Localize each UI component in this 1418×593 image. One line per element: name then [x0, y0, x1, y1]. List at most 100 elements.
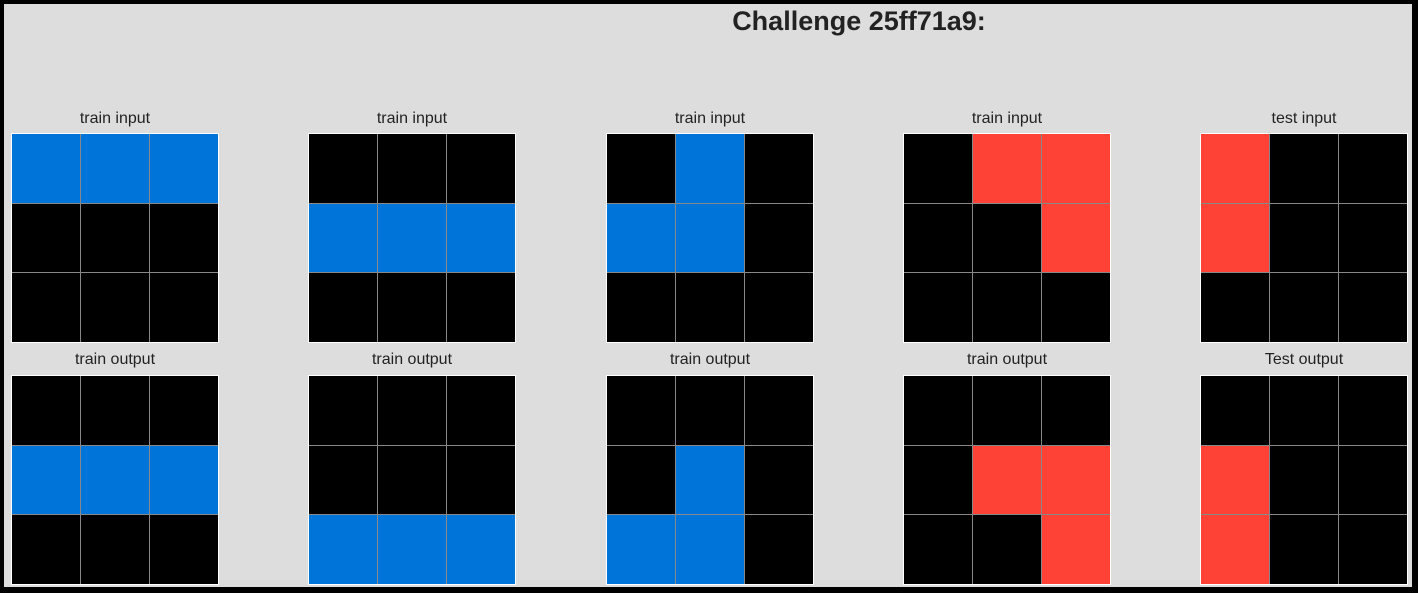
grid-cell — [150, 515, 218, 584]
grid-cell — [378, 445, 446, 515]
grid-cell — [676, 445, 744, 515]
grid-cell — [745, 273, 813, 342]
grid-cell — [1339, 445, 1407, 515]
grid-cell — [1270, 515, 1338, 584]
grid-cell — [12, 273, 80, 342]
grid — [1200, 375, 1408, 585]
grid-cell — [12, 445, 80, 515]
grid-cell — [904, 445, 972, 515]
panel-label: train input — [79, 110, 151, 127]
grid-cell — [447, 273, 515, 342]
grid-cell — [745, 203, 813, 273]
grid — [11, 375, 219, 585]
grid-cell — [309, 273, 377, 342]
grid-cell — [150, 445, 218, 515]
grid-cell — [378, 515, 446, 584]
grid-cell — [607, 273, 675, 342]
grid-cell — [745, 515, 813, 584]
grid-cell — [676, 515, 744, 584]
grid-cell — [150, 376, 218, 445]
grid-cell — [81, 376, 149, 445]
grid-cell — [447, 203, 515, 273]
grid-cell — [12, 134, 80, 203]
panel-label: train output — [371, 351, 453, 368]
grid-cell — [904, 273, 972, 342]
grid-cell — [1270, 445, 1338, 515]
grid-cell — [447, 134, 515, 203]
grid-cell — [973, 134, 1041, 203]
grid — [903, 375, 1111, 585]
grid-cell — [607, 376, 675, 445]
grid-cell — [378, 134, 446, 203]
grid-cell — [81, 273, 149, 342]
grid-cell — [904, 134, 972, 203]
grid-cell — [447, 515, 515, 584]
grid-cell — [1201, 273, 1269, 342]
grid-cell — [309, 134, 377, 203]
grid-cell — [1270, 203, 1338, 273]
panel-label: train output — [669, 351, 751, 368]
grid-cell — [1339, 273, 1407, 342]
grid-cell — [309, 376, 377, 445]
grid-cell — [1339, 376, 1407, 445]
grid-cell — [973, 203, 1041, 273]
grid-cell — [607, 515, 675, 584]
grid — [606, 133, 814, 343]
grid-cell — [150, 273, 218, 342]
grid-cell — [745, 134, 813, 203]
grid — [903, 133, 1111, 343]
grid-cell — [607, 445, 675, 515]
grid — [308, 133, 516, 343]
grid-cell — [1042, 273, 1110, 342]
grid-cell — [309, 445, 377, 515]
grid-cell — [607, 134, 675, 203]
grid-cell — [1042, 376, 1110, 445]
grid-cell — [973, 445, 1041, 515]
grid-cell — [1201, 376, 1269, 445]
grid-cell — [1339, 134, 1407, 203]
grid-cell — [904, 203, 972, 273]
grid-cell — [973, 273, 1041, 342]
grid — [308, 375, 516, 585]
grid-cell — [973, 515, 1041, 584]
grid-cell — [309, 203, 377, 273]
grid-cell — [607, 203, 675, 273]
page-title: Challenge 25ff71a9: — [732, 6, 986, 36]
grid-cell — [1201, 515, 1269, 584]
grid-cell — [1270, 134, 1338, 203]
grid-cell — [378, 376, 446, 445]
grid-cell — [1339, 515, 1407, 584]
grid-cell — [1042, 134, 1110, 203]
panel-label: train input — [376, 110, 448, 127]
panel-label: Test output — [1264, 351, 1344, 368]
grid-cell — [676, 273, 744, 342]
grid-cell — [1042, 203, 1110, 273]
grid-cell — [1339, 203, 1407, 273]
grid-cell — [1201, 203, 1269, 273]
grid-cell — [81, 445, 149, 515]
grid-cell — [81, 515, 149, 584]
grid-cell — [81, 134, 149, 203]
grid-cell — [1042, 515, 1110, 584]
grid-cell — [1042, 445, 1110, 515]
panel-label: train input — [971, 110, 1043, 127]
grid-cell — [81, 203, 149, 273]
grid-cell — [1201, 134, 1269, 203]
grid-cell — [904, 376, 972, 445]
grid-cell — [309, 515, 377, 584]
grid — [1200, 133, 1408, 343]
grid-cell — [676, 376, 744, 445]
grid-cell — [378, 273, 446, 342]
grid-cell — [745, 445, 813, 515]
grid-cell — [1270, 273, 1338, 342]
grid-cell — [378, 203, 446, 273]
grid-cell — [973, 376, 1041, 445]
grid-cell — [676, 134, 744, 203]
panel-label: train output — [966, 351, 1048, 368]
grid-cell — [447, 445, 515, 515]
grid — [11, 133, 219, 343]
panel-label: test input — [1271, 110, 1337, 127]
grid-cell — [745, 376, 813, 445]
grid-cell — [12, 203, 80, 273]
grid-cell — [1270, 376, 1338, 445]
